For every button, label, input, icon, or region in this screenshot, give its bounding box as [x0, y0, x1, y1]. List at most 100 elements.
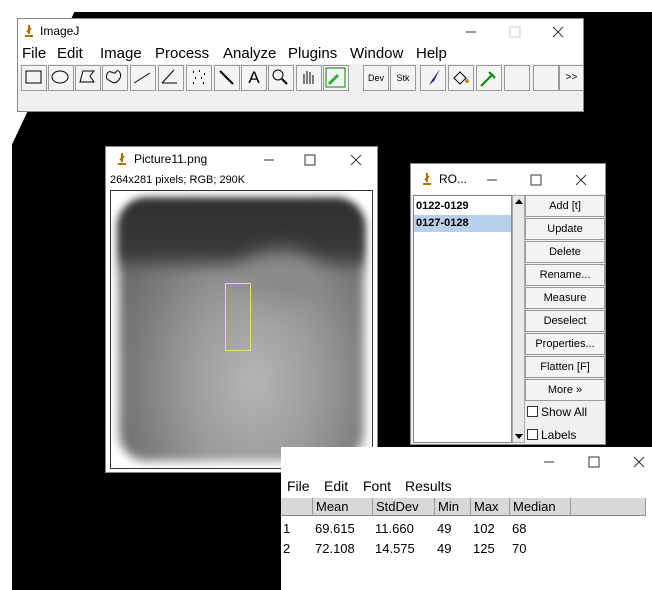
menu-item[interactable]: Results	[405, 478, 452, 494]
column-header	[571, 498, 646, 516]
table-cell: 11.660	[375, 521, 414, 536]
tool-button[interactable]	[130, 65, 156, 91]
tool-button[interactable]: A	[241, 65, 267, 91]
tool-button[interactable]	[476, 65, 502, 91]
tool-button[interactable]	[296, 65, 322, 91]
image-canvas	[110, 190, 373, 469]
tool-button[interactable]	[186, 65, 212, 91]
roi-button[interactable]: Delete	[525, 241, 605, 263]
roi-button[interactable]: Measure	[525, 287, 605, 309]
menu-item[interactable]: Edit	[324, 478, 349, 494]
roi-list: 0122-0129 0127-0128	[413, 195, 512, 443]
tool-icon	[325, 67, 346, 88]
window-title: RO...	[439, 172, 468, 186]
window-controls[interactable]	[256, 151, 376, 169]
menu-bar: File Edit Font Results	[281, 477, 652, 497]
tool-button[interactable]	[21, 65, 47, 91]
roi-button[interactable]: More »	[525, 379, 605, 401]
tool-button[interactable]	[158, 65, 184, 91]
window-title: ImageJ	[40, 24, 80, 38]
window-controls[interactable]	[458, 23, 578, 41]
roi-button[interactable]: Rename...	[525, 264, 605, 286]
table-cell: 125	[473, 541, 495, 556]
tool-button[interactable]	[75, 65, 101, 91]
tool-button[interactable]	[323, 65, 349, 91]
menu-item[interactable]: Help	[416, 45, 447, 62]
window-controls[interactable]	[536, 452, 652, 472]
tool-icon	[505, 66, 529, 90]
tool-button[interactable]	[533, 65, 559, 91]
tool-icon	[453, 71, 469, 85]
menu-item[interactable]: Font	[363, 478, 392, 494]
menu-item[interactable]: Analyze	[223, 45, 277, 62]
tool-icon	[25, 70, 42, 84]
roi-manager: RO... 0122-0129 0127-0128 Add [t] Update De…	[410, 163, 606, 445]
tool-icon	[106, 70, 121, 84]
tool-button[interactable]	[420, 65, 446, 91]
column-header: Min	[435, 498, 471, 516]
tool-icon	[272, 69, 288, 85]
tool-icon	[193, 70, 205, 84]
column-header: Median	[510, 498, 571, 516]
menu-item[interactable]: Window	[350, 45, 404, 62]
tool-icon	[429, 69, 440, 85]
roi-button[interactable]: Properties...	[525, 333, 605, 355]
title-bar: ImageJ	[18, 19, 583, 44]
menu-item[interactable]: File	[287, 478, 310, 494]
table-cell: 1	[283, 521, 291, 536]
tool-icon	[133, 72, 151, 84]
tool-button[interactable]	[214, 65, 240, 91]
roi-rectangle[interactable]	[225, 283, 251, 351]
title-bar: RO...	[411, 164, 605, 194]
roi-buttons: Add [t] Update Delete Rename... Measure Desel…	[525, 195, 605, 445]
checkbox[interactable]	[527, 406, 538, 417]
table-cell: 49	[437, 541, 452, 556]
app-icon	[423, 173, 431, 185]
image-info: 264x281 pixels; RGB; 290K	[110, 174, 246, 186]
title-bar: Picture11.png	[106, 147, 377, 172]
table-cell: 69.615	[315, 521, 355, 536]
column-header: Mean	[313, 498, 373, 516]
tool-button[interactable]: Stk	[390, 65, 416, 91]
column-header	[281, 498, 313, 516]
table-cell: 68	[512, 521, 527, 536]
tool-button[interactable]	[448, 65, 474, 91]
toolbar: A Dev Stk >>	[18, 65, 584, 93]
tool-icon	[161, 69, 177, 84]
tool-icon	[51, 70, 69, 84]
results-window: File Edit Font Results Mean StdDev Min Max Medi…	[281, 447, 652, 590]
window-title: Picture11.png	[134, 152, 208, 166]
column-header: Max	[471, 498, 510, 516]
tool-button[interactable]: >>	[559, 65, 584, 91]
menu-item[interactable]: Image	[100, 45, 142, 62]
checkbox[interactable]	[527, 429, 538, 440]
scrollbar[interactable]	[512, 195, 525, 443]
menu-item[interactable]: Plugins	[288, 45, 338, 62]
image-window: Picture11.png 264x281 pixels; RGB; 290K	[105, 146, 378, 473]
tool-button[interactable]	[268, 65, 294, 91]
window-controls[interactable]	[481, 171, 601, 189]
imagej-window: ImageJ File Edit Image Process Analyze Plugin…	[17, 18, 584, 112]
checkbox-label[interactable]: Labels	[541, 428, 577, 442]
roi-button[interactable]: Add [t]	[525, 195, 605, 217]
table-cell: 2	[283, 541, 291, 556]
tool-button[interactable]: Dev	[363, 65, 389, 91]
tool-button[interactable]	[48, 65, 74, 91]
roi-button[interactable]: Flatten [F]	[525, 356, 605, 378]
checkbox-label[interactable]: Show All	[541, 405, 588, 419]
menu-item[interactable]: Process	[155, 45, 210, 62]
tool-button[interactable]	[102, 65, 128, 91]
tool-icon	[219, 70, 234, 85]
table-cell: 102	[473, 521, 495, 536]
roi-item[interactable]: 0127-0128	[414, 215, 511, 232]
menu-item[interactable]: Edit	[57, 45, 83, 62]
roi-button[interactable]: Deselect	[525, 310, 605, 332]
table-cell: 14.575	[375, 541, 415, 556]
menu-item[interactable]: File	[22, 45, 47, 62]
tool-icon	[79, 70, 96, 83]
tool-button[interactable]	[504, 65, 530, 91]
roi-button[interactable]: Update	[525, 218, 605, 240]
column-header: StdDev	[373, 498, 435, 516]
roi-item[interactable]: 0122-0129	[416, 200, 469, 212]
